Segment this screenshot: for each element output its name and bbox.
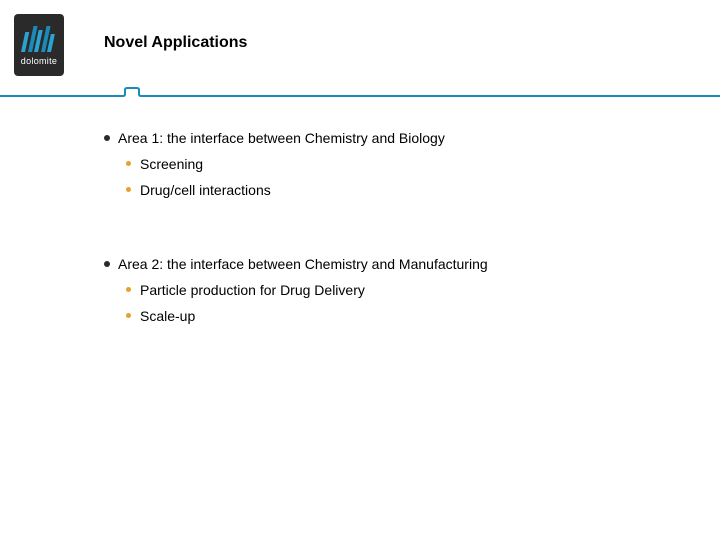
slide-title: Novel Applications	[104, 34, 247, 52]
bullet-level2-icon	[126, 313, 131, 318]
section-heading-text: Area 1: the interface between Chemistry …	[118, 130, 445, 146]
list-item-text: Screening	[140, 156, 203, 172]
list-item: Drug/cell interactions	[126, 182, 664, 198]
slide-body: Area 1: the interface between Chemistry …	[104, 130, 664, 324]
bullet-level2-icon	[126, 187, 131, 192]
divider-rule	[0, 86, 720, 106]
list-item: Scale-up	[126, 308, 664, 324]
section-heading: Area 1: the interface between Chemistry …	[104, 130, 664, 146]
list-item-text: Particle production for Drug Delivery	[140, 282, 365, 298]
divider-notch-icon	[116, 86, 148, 106]
list-item: Particle production for Drug Delivery	[126, 282, 664, 298]
list-item-text: Drug/cell interactions	[140, 182, 271, 198]
bullet-level1-icon	[104, 261, 110, 267]
logo-mark-icon	[21, 24, 57, 52]
list-item-text: Scale-up	[140, 308, 195, 324]
section-heading-text: Area 2: the interface between Chemistry …	[118, 256, 488, 272]
bullet-level2-icon	[126, 161, 131, 166]
bullet-level1-icon	[104, 135, 110, 141]
bullet-level2-icon	[126, 287, 131, 292]
brand-logo: dolomite	[14, 14, 64, 76]
section-heading: Area 2: the interface between Chemistry …	[104, 256, 664, 272]
brand-name: dolomite	[21, 56, 57, 66]
list-item: Screening	[126, 156, 664, 172]
